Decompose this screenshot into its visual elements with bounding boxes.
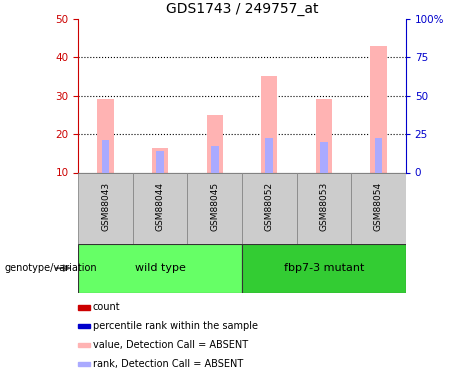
Text: count: count <box>93 303 120 312</box>
Text: GSM88044: GSM88044 <box>156 182 165 231</box>
Bar <box>78 362 89 366</box>
Bar <box>242 244 406 292</box>
Text: GSM88052: GSM88052 <box>265 182 274 231</box>
Text: wild type: wild type <box>135 263 186 273</box>
Bar <box>316 99 332 172</box>
Text: percentile rank within the sample: percentile rank within the sample <box>93 321 258 331</box>
Bar <box>156 152 164 172</box>
Title: GDS1743 / 249757_at: GDS1743 / 249757_at <box>166 2 318 16</box>
Bar <box>97 99 114 172</box>
Bar <box>207 115 223 172</box>
Text: GSM88045: GSM88045 <box>210 182 219 231</box>
Bar <box>351 172 406 244</box>
Text: value, Detection Call = ABSENT: value, Detection Call = ABSENT <box>93 340 248 350</box>
Bar <box>78 244 242 292</box>
Bar <box>78 343 89 347</box>
Bar <box>78 172 133 244</box>
Bar <box>133 172 188 244</box>
Text: GSM88053: GSM88053 <box>319 182 328 231</box>
Text: rank, Detection Call = ABSENT: rank, Detection Call = ABSENT <box>93 359 243 369</box>
Bar <box>78 324 89 328</box>
Bar <box>296 172 351 244</box>
Bar <box>102 140 109 172</box>
Bar <box>211 146 219 172</box>
Bar <box>375 138 382 172</box>
Text: genotype/variation: genotype/variation <box>5 263 97 273</box>
Bar <box>320 142 328 172</box>
Bar <box>78 305 89 309</box>
Bar <box>266 138 273 172</box>
Text: GSM88054: GSM88054 <box>374 182 383 231</box>
Bar <box>370 46 387 172</box>
Text: fbp7-3 mutant: fbp7-3 mutant <box>284 263 364 273</box>
Bar <box>261 76 278 172</box>
Text: GSM88043: GSM88043 <box>101 182 110 231</box>
Bar <box>152 147 168 172</box>
Bar <box>242 172 296 244</box>
Bar <box>188 172 242 244</box>
